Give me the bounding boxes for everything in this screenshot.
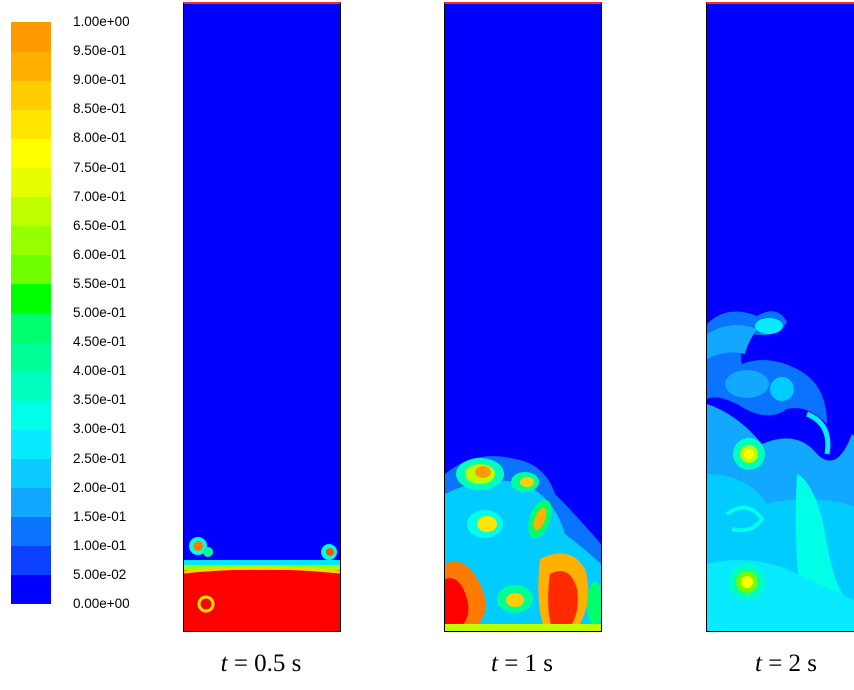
legend-tick-label: 3.50e-01 xyxy=(73,392,127,408)
legend-swatch xyxy=(11,371,51,401)
legend-swatch xyxy=(11,313,51,343)
legend-swatch xyxy=(11,400,51,430)
legend-swatch xyxy=(11,516,51,547)
legend-swatch xyxy=(11,196,51,227)
legend-tick-label: 9.00e-01 xyxy=(73,72,127,88)
caption-t1: t = 1 s xyxy=(490,650,554,677)
caption-t05: t = 0.5 s xyxy=(220,650,302,677)
legend-swatch xyxy=(11,254,51,285)
contour-panel-t1 xyxy=(444,2,602,632)
legend-swatch xyxy=(11,487,51,518)
legend-swatch xyxy=(11,429,51,459)
legend-swatch xyxy=(11,574,51,605)
legend-tick-label: 4.50e-01 xyxy=(73,334,127,350)
legend-tick-label: 2.00e-01 xyxy=(73,479,127,495)
legend-tick-label: 1.50e-01 xyxy=(73,508,127,524)
legend-swatch xyxy=(11,545,51,576)
contour-panel-t2 xyxy=(706,2,854,632)
legend-tick-label: 5.00e-02 xyxy=(73,566,127,582)
contour-plot-t2 xyxy=(707,4,854,631)
legend-tick-label: 1.00e-01 xyxy=(73,537,127,553)
legend-tick-label: 5.50e-01 xyxy=(73,275,127,291)
contour-plot-t1 xyxy=(445,4,601,631)
legend-tick-label: 8.50e-01 xyxy=(73,101,127,117)
legend-swatch xyxy=(11,22,51,52)
legend-swatch xyxy=(11,167,51,198)
color-legend: 0.00e+00 5.00e-02 1.00e-01 1.50e-01 2.00e-01… xyxy=(0,0,170,640)
legend-tick-label: 7.50e-01 xyxy=(73,159,127,175)
legend-tick-label: 4.00e-01 xyxy=(73,363,127,379)
legend-tick-label: 0.00e+00 xyxy=(73,596,130,611)
legend-tick-label: 5.00e-01 xyxy=(73,305,127,320)
legend-tick-label: 3.00e-01 xyxy=(73,421,127,437)
legend-tick-label: 9.50e-01 xyxy=(73,43,127,59)
legend-swatch xyxy=(11,109,51,139)
legend-tick-label: 1.00e+00 xyxy=(73,14,130,29)
legend-tick-label: 6.50e-01 xyxy=(73,217,127,233)
legend-swatch xyxy=(11,283,51,314)
legend-swatch xyxy=(11,458,51,489)
caption-t2: t = 2 s xyxy=(754,650,818,677)
contour-panel-t05 xyxy=(183,2,341,632)
legend-tick-label: 8.00e-01 xyxy=(73,130,127,146)
contour-plot-t05 xyxy=(184,4,340,631)
legend-swatch xyxy=(11,225,51,256)
legend-swatch xyxy=(11,342,51,372)
legend-tick-label: 2.50e-01 xyxy=(73,450,127,466)
legend-tick-label: 6.00e-01 xyxy=(73,246,127,262)
legend-tick-label: 7.00e-01 xyxy=(73,188,127,204)
legend-swatch xyxy=(11,51,51,81)
legend-swatch xyxy=(11,80,51,110)
legend-swatch xyxy=(11,138,51,168)
